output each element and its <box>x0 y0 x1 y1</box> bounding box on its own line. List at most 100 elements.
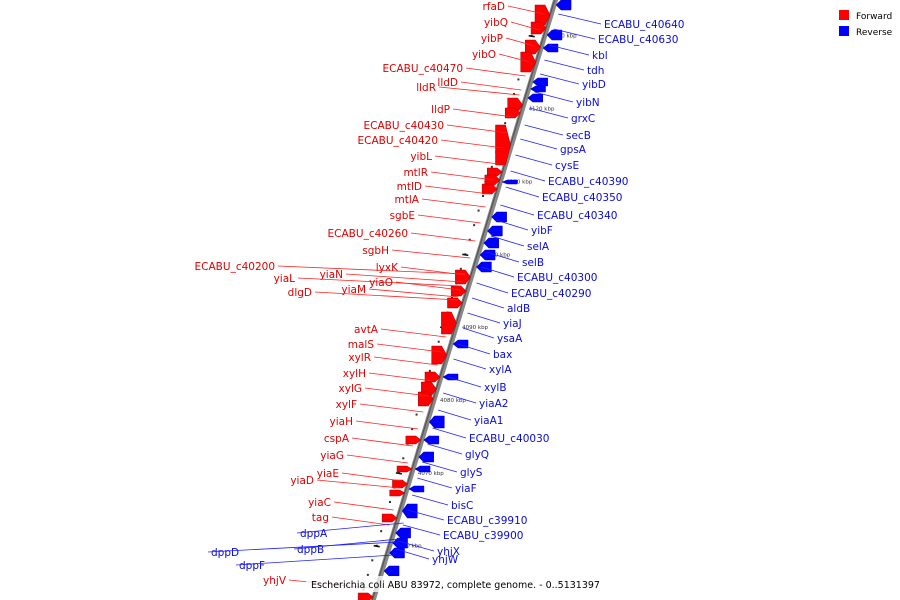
leader-line-ecabu-c40290 <box>476 282 509 294</box>
gene-label-avta: avtA <box>354 324 379 336</box>
reverse-gene-arrow <box>408 485 425 493</box>
legend-swatch-reverse <box>839 26 849 36</box>
scale-minor-tick <box>428 369 431 372</box>
gene-label-lldr: lldR <box>416 82 436 94</box>
leader-line-yiaa2 <box>443 392 477 404</box>
leader-line-yiaa1 <box>437 409 472 421</box>
reverse-gene-arrow <box>383 565 400 577</box>
leader-line-ecabu-c40200 <box>277 265 466 275</box>
leader-line-yibf <box>495 219 529 231</box>
leader-line-avta <box>380 328 447 338</box>
gene-label-yibn: yibN <box>576 97 600 109</box>
leader-line-yibq <box>510 21 540 31</box>
scale-minor-tick <box>371 559 374 562</box>
scale-minor-tick <box>468 238 471 241</box>
gene-label-xylf: xylF <box>336 399 357 411</box>
scale-major-tick <box>528 34 535 38</box>
gene-label-ecabu-c40260: ECABU_c40260 <box>328 228 408 240</box>
gene-label-yibf: yibF <box>531 225 553 237</box>
leader-line-bax <box>457 343 491 355</box>
gene-label-bax: bax <box>493 349 512 361</box>
gene-label-yiaf: yiaF <box>455 483 477 495</box>
gene-label-sgbh: sgbH <box>362 245 389 257</box>
gene-label-lldd: lldD <box>437 77 458 89</box>
gene-label-xylr: xylR <box>348 352 371 364</box>
gene-label-glys: glyS <box>460 467 483 479</box>
leader-line-yiac <box>333 501 394 511</box>
leader-line-bisc <box>412 494 449 506</box>
backbone-edge <box>371 0 556 600</box>
gene-label-dppa: dppA <box>300 528 328 540</box>
gene-label-grxc: grxC <box>571 113 595 125</box>
leader-line-ecabu-c40640 <box>558 13 602 25</box>
scale-minor-tick <box>482 195 484 197</box>
leader-line-xylf <box>359 403 424 413</box>
leader-line-ecabu-c40350 <box>505 186 540 198</box>
gene-label-rfad: rfaD <box>482 1 505 13</box>
leader-line-xylh <box>368 372 433 382</box>
leader-line-ecabu-c40260 <box>410 232 476 242</box>
leader-line-yiaf <box>417 477 453 489</box>
forward-gene-arrow <box>441 311 457 335</box>
gene-label-yiao: yiaO <box>369 277 393 289</box>
gene-label-yiam: yiaM <box>341 284 366 296</box>
forward-gene-arrow <box>396 465 413 473</box>
forward-gene-arrow <box>447 297 463 309</box>
scale-minor-tick <box>459 267 462 270</box>
gene-label-ecabu-c40630: ECABU_c40630 <box>598 34 678 46</box>
gene-label-yhjv: yhjV <box>263 575 287 587</box>
leader-line-sgbh <box>391 249 471 259</box>
leader-line-mtlr <box>430 171 494 181</box>
gene-label-yiaa1: yiaA1 <box>474 415 503 427</box>
forward-gene-arrow <box>534 4 551 26</box>
gene-label-kbl: kbl <box>592 50 608 62</box>
leader-line-aldb <box>471 297 505 309</box>
gene-label-secb: secB <box>566 130 591 142</box>
gene-label-ecabu-c40300: ECABU_c40300 <box>517 272 597 284</box>
scale-tick-label: 4110 kbp <box>506 179 532 185</box>
gene-label-yial: yiaL <box>274 273 296 285</box>
leader-line-yial <box>297 277 462 287</box>
gene-label-yiah: yiaH <box>330 416 353 428</box>
scale-minor-tick <box>490 165 493 168</box>
leader-line-glys <box>422 461 458 473</box>
scale-minor-tick <box>477 209 480 212</box>
gene-label-yiag: yiaG <box>320 450 344 462</box>
gene-label-yibl: yibL <box>410 151 432 163</box>
leader-line-yiag <box>346 454 408 464</box>
scale-tick-label: 4120 kbp <box>529 107 555 113</box>
gene-label-tdh: tdh <box>587 65 604 77</box>
leader-line-ecabu-c40390 <box>510 170 546 182</box>
leader-line-yibl <box>434 155 499 165</box>
leader-line-dppa <box>296 522 404 534</box>
leader-line-ysaa <box>462 327 495 339</box>
forward-gene-arrow <box>389 489 406 497</box>
reverse-gene-arrow <box>395 527 411 539</box>
reverse-gene-arrow <box>423 435 440 445</box>
gene-label-ecabu-c40200: ECABU_c40200 <box>195 261 275 273</box>
reverse-gene-arrow <box>555 0 572 11</box>
leader-line-ecabu-c40030 <box>432 427 467 439</box>
reverse-gene-arrow <box>476 261 492 273</box>
leader-line-ecabu-c40300 <box>481 266 515 278</box>
gene-label-lldp: lldP <box>431 104 450 116</box>
leader-line-lldd <box>460 81 522 91</box>
forward-gene-arrow <box>525 39 541 55</box>
leader-line-yhjx <box>398 540 435 552</box>
leader-line-cyse <box>515 154 553 166</box>
gene-label-yhjx: yhjX <box>437 546 460 558</box>
leader-line-yiah <box>355 420 419 430</box>
forward-gene-arrow <box>495 124 511 166</box>
scale-minor-tick <box>415 413 418 416</box>
leader-line-kbl <box>548 44 590 56</box>
map-title: Escherichia coli ABU 83972, complete gen… <box>311 580 600 591</box>
gene-label-yhjw: yhjW <box>432 554 459 566</box>
gene-label-yibp: yibP <box>481 33 503 45</box>
scale-major-tick <box>462 253 469 257</box>
leader-line-ecabu-c40340 <box>500 204 535 216</box>
gene-label-xylg: xylG <box>339 383 362 395</box>
gene-label-mtlr: mtlR <box>403 167 428 179</box>
leader-line-dppb <box>293 538 399 550</box>
gene-label-dppd: dppD <box>211 547 239 559</box>
reverse-gene-arrow <box>546 29 563 41</box>
